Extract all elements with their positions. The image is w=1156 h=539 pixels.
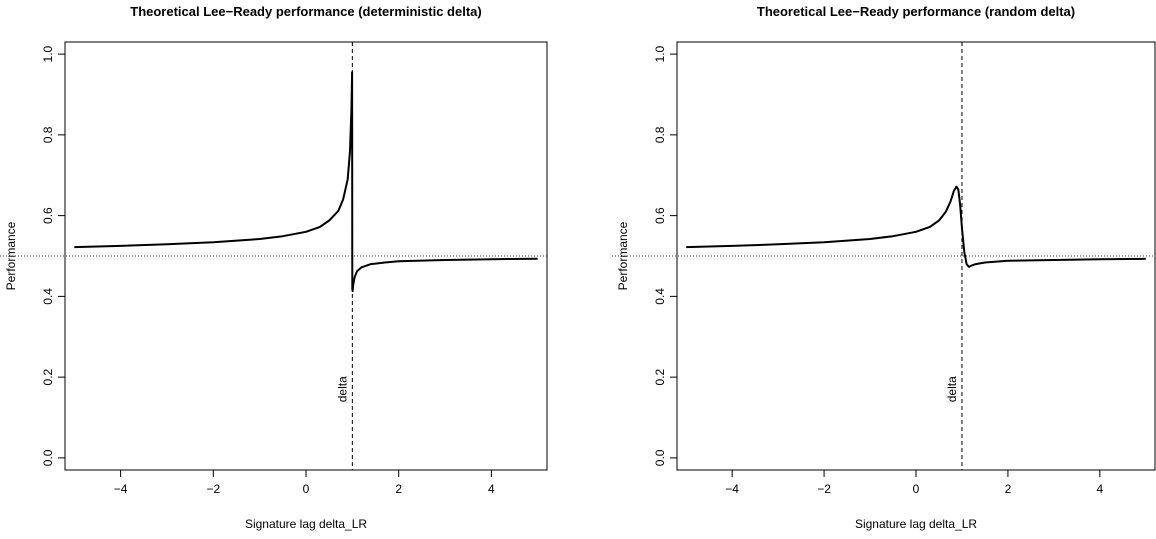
y-tick-label: 0.4 — [653, 288, 667, 305]
x-tick-label: 4 — [488, 482, 495, 496]
chart-title: Theoretical Lee−Ready performance (deter… — [130, 4, 481, 19]
x-tick-label: 0 — [913, 482, 920, 496]
y-tick-label: 1.0 — [41, 45, 55, 62]
x-tick-label: −4 — [725, 482, 739, 496]
vline-label: delta — [335, 376, 349, 402]
x-axis-label: Signature lag delta_LR — [855, 517, 977, 531]
x-tick-label: 2 — [1005, 482, 1012, 496]
x-tick-label: −2 — [817, 482, 831, 496]
performance-curve — [686, 185, 1146, 268]
vline-label: delta — [945, 376, 959, 402]
y-tick-label: 0.6 — [653, 207, 667, 224]
x-tick-label: −2 — [206, 482, 220, 496]
y-axis-label: Performance — [616, 221, 630, 290]
performance-curve — [74, 71, 538, 293]
y-tick-label: 0.6 — [41, 207, 55, 224]
y-tick-label: 0.2 — [653, 368, 667, 385]
y-tick-label: 0.2 — [41, 368, 55, 385]
x-tick-label: 2 — [395, 482, 402, 496]
y-axis-label: Performance — [4, 221, 18, 290]
y-tick-label: 0.8 — [653, 126, 667, 143]
y-tick-label: 0.4 — [41, 288, 55, 305]
chart-title: Theoretical Lee−Ready performance (rando… — [757, 4, 1075, 19]
x-tick-label: 4 — [1097, 482, 1104, 496]
y-tick-label: 0.8 — [41, 126, 55, 143]
x-axis-label: Signature lag delta_LR — [245, 517, 367, 531]
panel-random-delta: Theoretical Lee−Ready performance (rando… — [612, 4, 1156, 531]
y-tick-label: 0.0 — [41, 449, 55, 466]
panel-deterministic-delta: Theoretical Lee−Ready performance (deter… — [0, 4, 548, 531]
y-tick-label: 1.0 — [653, 45, 667, 62]
y-tick-label: 0.0 — [653, 449, 667, 466]
x-tick-label: 0 — [303, 482, 310, 496]
x-tick-label: −4 — [114, 482, 128, 496]
